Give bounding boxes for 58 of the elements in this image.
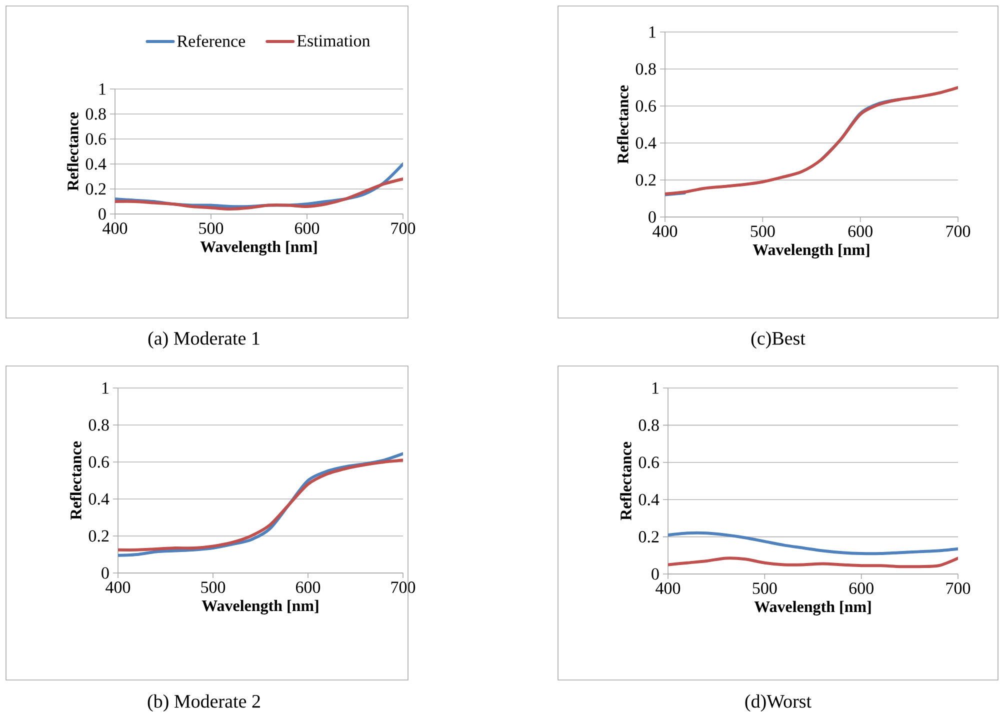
y-tick-label: 1 [649,26,656,38]
y-tick-label: 0 [652,568,659,580]
text: (a) Moderate 1 [148,331,260,349]
x-tick-label: 700 [946,226,970,238]
x-tick-label: 600 [848,226,872,238]
x-tick-label: 600 [296,582,320,594]
y-axis-title: Reflectance [70,441,82,520]
x-tick-label: 600 [849,582,874,594]
y-tick-label: 0.8 [88,419,109,431]
y-tick-label: 0.8 [636,63,656,75]
y-tick-label: 0.6 [638,456,659,468]
y-tick-label: 0.2 [86,183,106,195]
x-axis-title: Wavelength [nm] [202,600,318,615]
legend-label: Reference [177,34,246,47]
x-axis-title: Wavelength [nm] [752,244,870,259]
y-tick-label: 0.2 [636,174,656,186]
x-tick-label: 700 [391,582,416,594]
y-tick-label: 0.6 [636,100,656,112]
y-tick-label: 0.8 [638,419,659,431]
y-tick-label: 0.6 [86,133,106,145]
line-series [665,86,958,196]
y-tick-label: 0.4 [88,493,110,505]
y-tick-label: 1 [652,382,658,394]
y-axis-title: Reflectance [616,85,628,164]
x-tick-label: 400 [656,582,680,594]
y-tick-label: 0 [102,567,109,579]
y-tick-label: 0.6 [88,456,109,468]
y-tick-label: 0.4 [638,494,660,506]
y-tick-label: 1 [102,382,108,394]
x-axis-title: Wavelength [nm] [754,600,871,616]
x-tick-label: 700 [946,582,970,594]
x-tick-label: 500 [201,582,226,594]
text: (b) Moderate 2 [148,694,260,712]
y-tick-label: 0.8 [86,108,106,120]
x-axis-title: Wavelength [nm] [200,240,317,256]
y-tick-label: 0.2 [88,530,109,542]
line-series [668,531,958,556]
text: (c)Best [751,331,806,349]
line-series [668,556,958,568]
x-tick-label: 400 [102,222,128,234]
text: (d)Worst [745,694,812,712]
y-axis-title: Reflectance [66,112,78,191]
y-tick-label: 1 [99,83,106,95]
y-tick-label: 0.4 [636,137,656,149]
x-tick-label: 700 [391,222,416,234]
legend-label: Estimation [297,35,370,47]
x-tick-label: 600 [294,222,320,234]
y-tick-label: 0.4 [86,158,106,170]
x-tick-label: 400 [652,226,678,238]
x-tick-label: 500 [750,226,775,238]
x-tick-label: 400 [106,582,130,594]
y-tick-label: 0.2 [638,531,659,543]
y-axis-title: Reflectance [620,442,632,520]
y-tick-label: 0 [648,211,656,223]
x-tick-label: 500 [199,222,224,234]
y-tick-label: 0 [98,208,106,220]
line-series [115,178,404,211]
x-tick-label: 500 [752,582,777,594]
